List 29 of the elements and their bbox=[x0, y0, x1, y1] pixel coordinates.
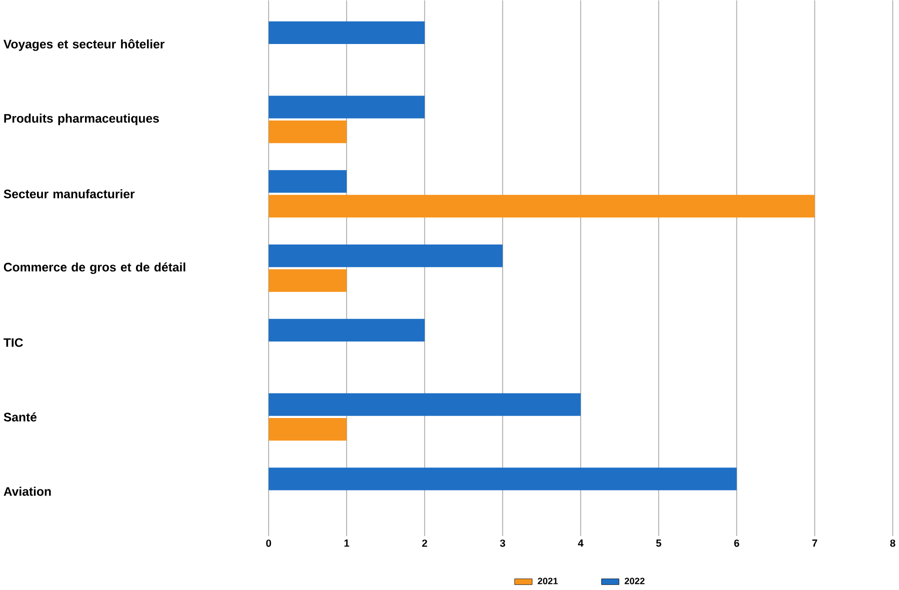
x-tick-label: 1 bbox=[344, 540, 350, 547]
bar bbox=[268, 96, 425, 118]
bar bbox=[268, 244, 503, 268]
y-tick-label: Voyages et secteur hôtelier bbox=[4, 39, 164, 52]
legend-label: 2021 bbox=[538, 578, 558, 584]
bar bbox=[268, 318, 425, 342]
legend-label: 2022 bbox=[624, 578, 645, 584]
bar bbox=[268, 418, 347, 441]
x-tick-label: 7 bbox=[812, 540, 818, 547]
bar bbox=[268, 194, 815, 218]
x-tick-label: 8 bbox=[890, 540, 896, 547]
y-tick-label: TIC bbox=[4, 338, 23, 347]
bar bbox=[268, 468, 737, 490]
y-tick-label: Commerce de gros et de détail bbox=[4, 262, 186, 274]
x-tick-label: 4 bbox=[578, 540, 584, 547]
bar bbox=[268, 393, 581, 416]
bar bbox=[268, 269, 347, 292]
y-tick-label: Santé bbox=[4, 412, 37, 422]
x-tick-label: 6 bbox=[734, 540, 740, 547]
y-tick-label: Produits pharmaceutiques bbox=[4, 114, 159, 126]
bar bbox=[268, 21, 425, 44]
y-tick-label: Aviation bbox=[4, 486, 51, 496]
x-tick-label: 5 bbox=[656, 540, 662, 547]
x-tick-label: 3 bbox=[500, 540, 506, 547]
y-tick-label: Secteur manufacturier bbox=[4, 189, 135, 198]
bar bbox=[268, 170, 347, 193]
x-tick-label: 2 bbox=[422, 540, 428, 547]
x-tick-label: 0 bbox=[266, 540, 272, 547]
bar bbox=[268, 120, 347, 144]
